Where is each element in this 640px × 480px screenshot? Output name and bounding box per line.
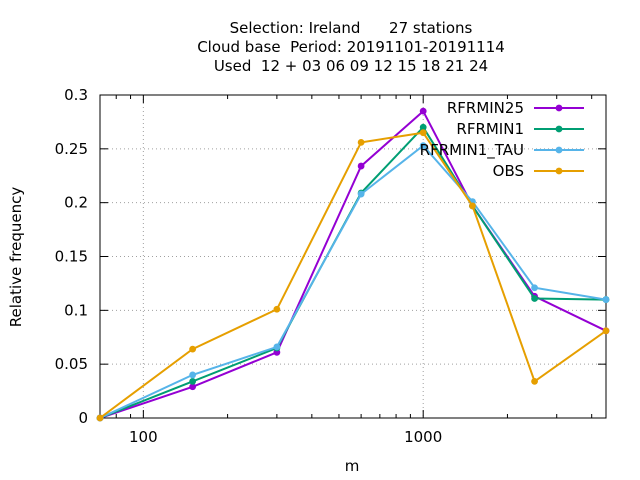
data-point — [469, 202, 476, 210]
data-point — [357, 138, 365, 146]
legend-label: RFRMIN1 — [456, 120, 524, 138]
legend-entry: RFRMIN1 — [456, 120, 584, 138]
y-tick-label: 0.3 — [64, 86, 88, 104]
data-point — [273, 343, 281, 351]
data-point — [419, 142, 427, 150]
legend-label: OBS — [493, 162, 524, 180]
data-point — [419, 107, 427, 115]
series-obs — [96, 129, 610, 422]
data-point — [273, 305, 281, 313]
data-point — [531, 377, 538, 385]
title-line-2: Cloud base Period: 20191101-20191114 — [197, 38, 505, 56]
series-line — [99, 125, 607, 419]
data-point — [189, 377, 197, 385]
data-point — [189, 371, 197, 379]
grid — [100, 95, 606, 418]
data-point — [531, 295, 538, 302]
x-axis-label: m — [345, 457, 360, 475]
legend-entry: RFRMIN1_TAU — [420, 141, 584, 160]
data-point — [357, 190, 365, 198]
data-point — [602, 327, 610, 335]
y-tick-label: 0.2 — [64, 194, 88, 212]
ticks: 0 0.05 0.1 0.15 0.2 0.25 0.3 100 1000 — [55, 86, 606, 446]
title-line-1: Selection: Ireland 27 stations — [230, 19, 473, 37]
data-point — [602, 296, 610, 303]
series-line — [99, 144, 607, 419]
y-tick-label: 0.1 — [64, 301, 88, 319]
data-point — [189, 383, 197, 391]
legend-label: RFRMIN25 — [447, 99, 524, 117]
series-line — [99, 131, 607, 419]
data-point — [531, 284, 538, 292]
y-tick-label: 0.25 — [55, 140, 88, 158]
legend: RFRMIN25 RFRMIN1 RFRMIN1_TAU OBS — [420, 99, 584, 180]
y-tick-label: 0 — [78, 409, 88, 427]
y-tick-label: 0.15 — [55, 248, 88, 266]
title-line-3: Used 12 + 03 06 09 12 15 18 21 24 — [214, 57, 488, 75]
data-point — [419, 129, 427, 137]
data-point — [357, 162, 365, 170]
y-axis-label: Relative frequency — [7, 187, 25, 328]
legend-swatch-marker — [555, 146, 563, 154]
x-tick-label: 1000 — [404, 428, 442, 446]
data-point — [189, 345, 197, 353]
series-line — [99, 109, 607, 419]
y-tick-label: 0.05 — [55, 355, 88, 373]
x-tick-label: 100 — [129, 428, 158, 446]
data-point — [96, 414, 104, 422]
chart-title: Selection: Ireland 27 stations Cloud bas… — [197, 19, 505, 75]
legend-entry: OBS — [493, 162, 584, 180]
legend-swatch-marker — [555, 167, 563, 175]
series-layer — [96, 107, 610, 422]
data-point — [419, 123, 427, 131]
legend-entry: RFRMIN25 — [447, 99, 584, 117]
legend-swatch-marker — [555, 125, 563, 133]
legend-label: RFRMIN1_TAU — [420, 141, 524, 160]
legend-swatch-marker — [555, 104, 563, 112]
